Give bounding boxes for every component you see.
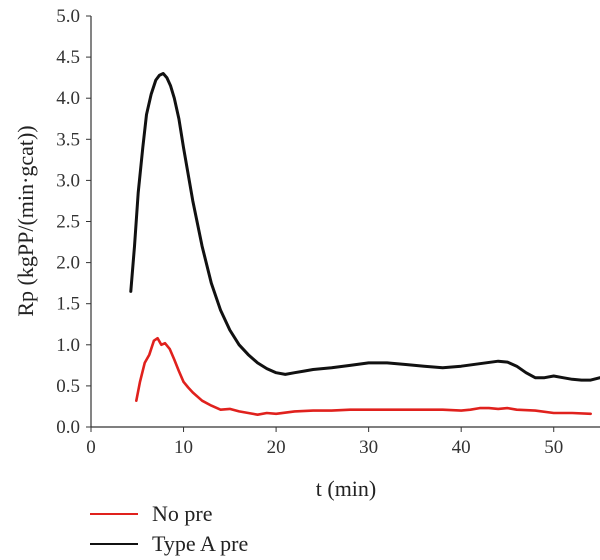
- x-tick-label: 10: [174, 437, 193, 458]
- legend-label-type-a-pre: Type A pre: [152, 531, 248, 556]
- x-tick-label: 40: [452, 437, 471, 458]
- y-tick-label: 4.5: [56, 47, 80, 68]
- legend-label-no-pre: No pre: [152, 501, 212, 526]
- y-tick-label: 3.0: [56, 170, 80, 191]
- y-tick-label: 2.5: [56, 212, 80, 233]
- y-tick-label: 0.5: [56, 376, 80, 397]
- x-axis-title: t (min): [316, 476, 377, 501]
- y-tick-label: 2.0: [56, 253, 80, 274]
- y-tick-label: 4.0: [56, 88, 80, 109]
- y-tick-label: 1.0: [56, 335, 80, 356]
- x-tick-label: 30: [359, 437, 378, 458]
- x-tick-label: 0: [86, 437, 96, 458]
- y-tick-label: 0.0: [56, 417, 80, 438]
- x-tick-label: 50: [544, 437, 563, 458]
- y-tick-label: 1.5: [56, 294, 80, 315]
- series-layer: [129, 72, 600, 417]
- series-line-no-pre: [135, 336, 593, 417]
- axes: [86, 15, 600, 432]
- legend: No pre Type A pre: [90, 501, 248, 556]
- tick-labels: 0.0 0.5 1.0 1.5 2.0 2.5 3.0 3.5 4.0 4.5 5.0 0 10 20 30…: [56, 6, 563, 458]
- y-tick-label: 3.5: [56, 129, 80, 150]
- y-axis-title: Rp (kgPP/(min·gcat)): [13, 125, 38, 316]
- x-tick-label: 20: [267, 437, 286, 458]
- y-tick-label: 5.0: [56, 6, 80, 27]
- series-line-type-a-pre: [129, 72, 600, 382]
